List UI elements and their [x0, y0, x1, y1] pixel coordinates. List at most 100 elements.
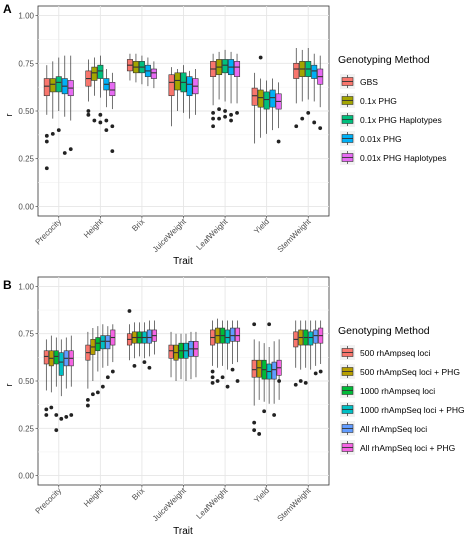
box-all-rhampseq-loci-height: [105, 326, 111, 380]
outlier-point: [68, 147, 73, 152]
outlier-point: [105, 375, 110, 380]
y-tick-label: 0.75: [18, 59, 34, 68]
box-body: [263, 91, 270, 110]
box-0-01x-phg-leafweight: [228, 51, 235, 123]
box-1000-rhampseq-loci-height: [95, 326, 101, 395]
legend-label: 0.01x PHG: [360, 134, 402, 144]
outlier-point: [104, 118, 109, 123]
box-0-01x-phg-stemweight: [311, 53, 318, 125]
legend-item-gbs: GBS: [340, 74, 378, 89]
outlier-point: [44, 413, 49, 417]
legend-label: 500 rhAmpSeq loci + PHG: [360, 367, 460, 377]
box-0-1x-phg-leafweight: [216, 51, 223, 121]
box-body: [251, 87, 258, 106]
legend-b: Genotyping Method 500 rhAmpseq loci 500 r…: [338, 325, 465, 455]
box-0-01x-phg-juiceweight: [186, 70, 193, 119]
outlier-point: [235, 379, 240, 383]
legend-item-500-rhampseq-loci-phg: 500 rhAmpSeq loci + PHG: [340, 364, 460, 379]
box-500-rhampseq-loci-stemweight: [293, 320, 299, 387]
outlier-point: [85, 403, 90, 408]
box-0-1x-phg-brix: [132, 53, 139, 83]
outlier-point: [86, 109, 91, 113]
box-0-01x-phg-haplotypes-yield: [275, 82, 282, 144]
box-0-01x-phg-haplotypes-height: [109, 72, 116, 153]
box-body: [251, 359, 257, 378]
box-body: [109, 82, 116, 97]
box-body: [293, 62, 300, 79]
box-1000-rhampseq-loci-phg-juiceweight: [183, 333, 189, 381]
box-body: [186, 76, 193, 97]
y-tick-label: 0.25: [18, 424, 34, 433]
box-0-1x-phg-haplotypes-precocity: [55, 57, 62, 132]
outlier-point: [90, 392, 95, 397]
outlier-point: [142, 360, 147, 364]
box-500-rhampseq-loci-phg-precocity: [48, 335, 54, 410]
box-body: [100, 335, 106, 350]
legend-label: 1000 rhAmpSeq loci + PHG: [360, 405, 465, 415]
box-1000-rhampseq-loci-phg-leafweight: [225, 320, 231, 389]
x-tick-label-leafweight: LeafWeight: [195, 486, 230, 521]
outlier-point: [217, 116, 221, 121]
x-axis-label-a: Trait: [173, 256, 193, 267]
box-0-01x-phg-haplotypes-leafweight: [234, 53, 241, 115]
box-body: [308, 331, 314, 346]
outlier-point: [252, 428, 257, 433]
legend-item-all-rhampseq-loci: All rhAmpSeq loci: [340, 421, 427, 436]
box-body: [95, 337, 101, 352]
box-body: [174, 72, 181, 91]
box-1000-rhampseq-loci-phg-yield: [266, 322, 272, 404]
box-500-rhampseq-loci-yield: [251, 322, 257, 433]
box-500-rhampseq-loci-leafweight: [210, 320, 216, 385]
box-all-rhampseq-loci-juiceweight: [188, 331, 194, 380]
outlier-point: [300, 116, 305, 121]
outlier-point: [54, 413, 59, 417]
legend-label: 1000 rhAmpseq loci: [360, 386, 435, 396]
y-tick-labels-b: 0.00 0.25 0.50 0.75 1.00: [18, 282, 38, 481]
x-tick-label-brix: Brix: [130, 486, 146, 502]
box-body: [230, 327, 236, 342]
box-500-rhampseq-loci-phg-stemweight: [298, 320, 304, 383]
legend-item-0-01x-phg-haplotypes: 0.01x PHG Haplotypes: [340, 150, 446, 165]
box-1000-rhampseq-loci-brix: [136, 322, 142, 357]
x-tick-labels-a: Precocity Height Brix JuiceWeight LeafWeight…: [34, 216, 314, 255]
box-0-01x-phg-precocity: [61, 55, 68, 155]
x-tick-label-leafweight: LeafWeight: [195, 217, 230, 252]
legend-title-b: Genotyping Method: [338, 325, 430, 337]
y-tick-label: 0.50: [18, 377, 34, 386]
box-body: [313, 329, 319, 344]
box-all-rhampseq-loci-brix: [146, 320, 152, 370]
outlier-point: [318, 369, 323, 374]
outlier-point: [62, 151, 67, 155]
y-tick-labels-a: 0.00 0.25 0.50 0.75 1.00: [18, 12, 38, 211]
x-tick-label-stemweight: StemWeight: [276, 217, 314, 255]
outlier-point: [210, 375, 215, 380]
box-body: [222, 59, 229, 74]
outlier-point: [98, 120, 103, 125]
box-all-rhampseq-loci-phg-juiceweight: [193, 331, 199, 378]
outlier-point: [211, 116, 215, 121]
y-axis-label-a: r: [4, 114, 14, 117]
box-500-rhampseq-loci-juiceweight: [168, 331, 174, 378]
box-0-1x-phg-precocity: [49, 61, 56, 136]
legend-item-0-1x-phg: 0.1x PHG: [340, 93, 397, 108]
outlier-point: [235, 111, 239, 115]
outlier-point: [303, 380, 308, 385]
box-body: [58, 352, 64, 376]
legend-label: GBS: [360, 77, 378, 87]
box-body: [49, 78, 56, 93]
outlier-point: [95, 390, 100, 395]
box-0-01x-phg-height: [103, 69, 110, 132]
box-body: [269, 89, 276, 108]
y-tick-label: 1.00: [18, 12, 34, 21]
outlier-point: [110, 124, 115, 129]
outlier-point: [64, 415, 69, 419]
box-body: [225, 329, 231, 344]
box-body: [168, 344, 174, 359]
box-all-rhampseq-loci-precocity: [63, 337, 69, 419]
box-body: [311, 64, 318, 79]
box-1000-rhampseq-loci-yield: [261, 343, 267, 414]
legend-label: 0.01x PHG Haplotypes: [360, 153, 446, 163]
box-all-rhampseq-loci-phg-yield: [276, 339, 282, 400]
outlier-point: [262, 409, 267, 414]
